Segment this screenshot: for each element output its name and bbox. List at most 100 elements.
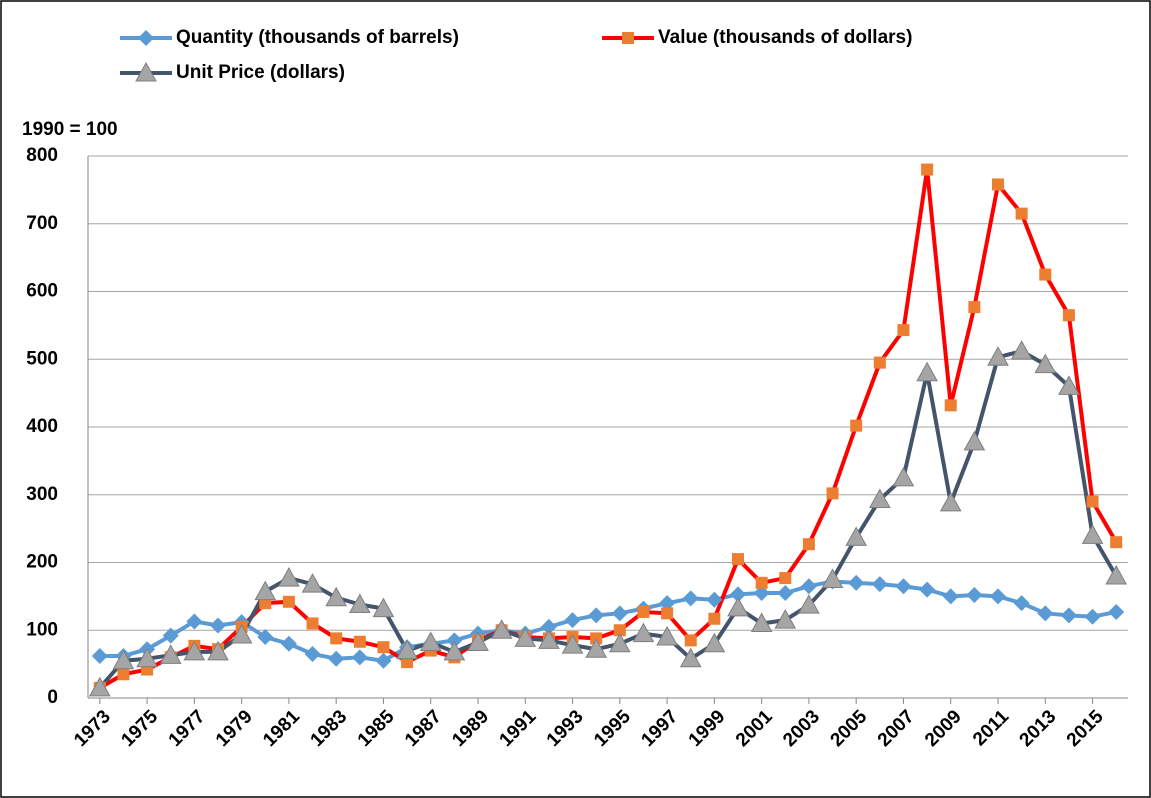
data-point (800, 578, 817, 595)
data-point (514, 627, 537, 647)
data-point (183, 640, 206, 661)
data-point (278, 567, 300, 587)
data-point (1086, 495, 1099, 508)
y-tick-label: 300 (26, 484, 58, 505)
data-point (1105, 565, 1128, 585)
data-point (136, 647, 158, 668)
series-line (98, 349, 1118, 690)
data-point (774, 609, 797, 629)
data-point (608, 632, 631, 653)
data-point (897, 324, 910, 337)
data-point (1108, 603, 1125, 620)
data-point (162, 627, 179, 644)
data-point (963, 430, 986, 451)
data-point (207, 640, 229, 661)
data-point (328, 650, 345, 667)
data-point (304, 645, 321, 662)
data-point (446, 632, 463, 649)
data-point (727, 596, 749, 617)
data-point (826, 487, 839, 500)
data-point (88, 676, 111, 697)
data-point (682, 590, 699, 607)
data-point (703, 632, 726, 653)
data-point (396, 639, 418, 660)
data-point (706, 591, 723, 608)
data-point (1084, 608, 1101, 625)
data-point (254, 580, 277, 601)
x-tick-label: 2007 (874, 706, 919, 751)
data-point (353, 635, 366, 648)
data-point (821, 568, 844, 588)
data-point (992, 178, 1004, 191)
x-tick-label: 2013 (1016, 706, 1061, 751)
x-tick-label: 1977 (165, 706, 210, 751)
data-point (210, 617, 226, 634)
data-point (280, 635, 297, 652)
y-tick-label: 600 (26, 281, 58, 302)
data-point (1013, 595, 1030, 612)
data-point (301, 573, 324, 593)
data-point (159, 644, 182, 664)
x-tick-label: 1991 (496, 706, 541, 751)
data-point (939, 491, 962, 512)
x-tick-label: 1981 (259, 706, 304, 751)
y-tick-label: 100 (26, 619, 58, 640)
data-point (990, 588, 1006, 605)
data-point (1062, 309, 1075, 322)
y-tick-label: 400 (26, 416, 58, 437)
data-point (1058, 375, 1080, 395)
data-point (117, 668, 130, 681)
data-point (375, 652, 392, 669)
x-tick-label: 1989 (448, 706, 493, 751)
data-point (753, 584, 770, 601)
data-point (348, 593, 371, 614)
data-point (637, 605, 650, 618)
data-point (325, 586, 348, 607)
y-tick-label: 200 (26, 552, 58, 573)
data-point (632, 622, 655, 643)
data-point (944, 399, 957, 412)
data-point (186, 613, 203, 630)
data-point (259, 597, 272, 610)
legend-marker (622, 32, 634, 44)
data-point (1015, 207, 1028, 220)
y-tick-label: 700 (26, 213, 58, 234)
data-point (659, 595, 676, 612)
x-tick-label: 1993 (543, 706, 588, 751)
data-point (779, 572, 792, 585)
data-point (613, 624, 626, 637)
data-point (112, 649, 135, 670)
data-point (611, 605, 628, 622)
y-tick-label: 0 (47, 687, 58, 708)
series-line (99, 579, 1117, 663)
x-tick-label: 1983 (307, 706, 352, 751)
x-tick-label: 1975 (117, 706, 162, 751)
data-point (968, 301, 981, 314)
data-point (750, 612, 773, 632)
data-point (679, 647, 702, 668)
x-tick-label: 1979 (212, 706, 257, 751)
data-point (848, 574, 865, 591)
data-point (330, 632, 343, 645)
data-point (257, 629, 274, 646)
data-point (895, 578, 912, 595)
data-point (919, 581, 936, 598)
legend-label: Unit Price (dollars) (176, 62, 345, 83)
x-tick-label: 2005 (827, 706, 872, 751)
series-line (98, 167, 1118, 690)
data-point (419, 631, 442, 651)
data-point (377, 641, 390, 654)
data-point (282, 595, 295, 608)
data-point (987, 346, 1009, 366)
data-point (845, 526, 868, 546)
x-tick-label: 1973 (70, 706, 115, 751)
data-point (661, 607, 674, 620)
data-point (401, 656, 414, 669)
data-point (966, 587, 983, 604)
y-tick-label: 500 (26, 348, 58, 369)
data-point (538, 629, 560, 649)
data-point (230, 623, 253, 644)
x-tick-label: 2001 (732, 706, 777, 751)
data-point (656, 625, 678, 646)
data-point (351, 649, 368, 666)
